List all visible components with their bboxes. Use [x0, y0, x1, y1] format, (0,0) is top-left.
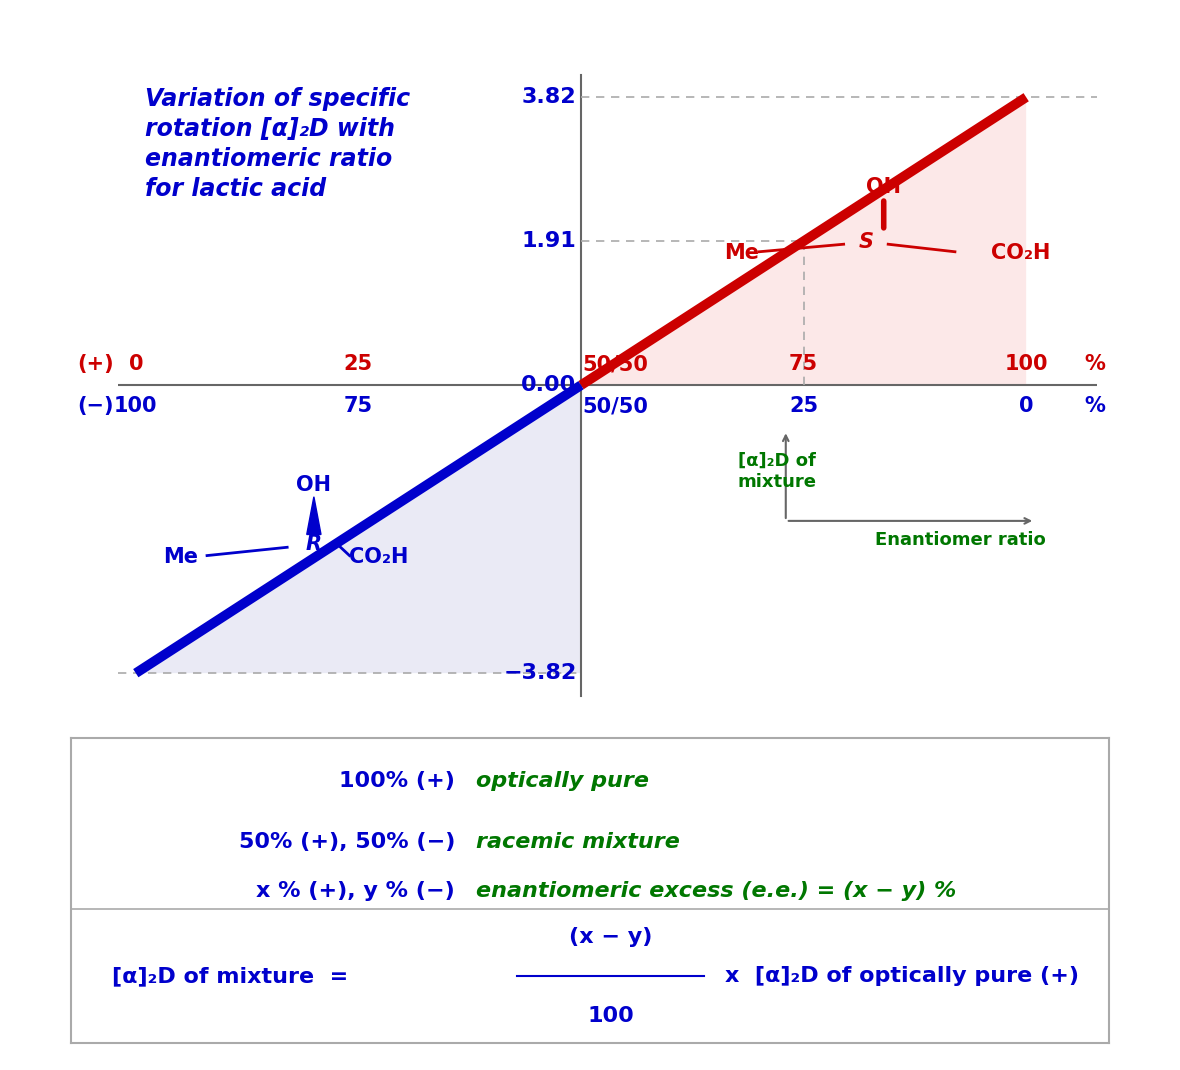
Text: %: %: [1084, 354, 1104, 374]
Text: (−): (−): [77, 396, 113, 416]
Text: 100: 100: [588, 1006, 634, 1026]
Text: 25: 25: [789, 396, 818, 416]
Text: −3.82: −3.82: [504, 663, 577, 683]
Text: Me: Me: [163, 547, 198, 567]
Text: (x − y): (x − y): [569, 927, 653, 947]
Text: 0.00: 0.00: [522, 376, 577, 395]
Text: 75: 75: [343, 396, 373, 416]
Text: 100% (+): 100% (+): [339, 771, 455, 791]
Text: 25: 25: [343, 354, 373, 374]
Text: OH: OH: [296, 474, 332, 494]
Text: 75: 75: [789, 354, 818, 374]
Text: x % (+), y % (−): x % (+), y % (−): [256, 881, 455, 901]
Text: [α]₂D of mixture  =: [α]₂D of mixture =: [112, 966, 348, 987]
Polygon shape: [136, 385, 581, 673]
Text: [α]₂D of
mixture: [α]₂D of mixture: [738, 452, 817, 490]
Text: enantiomeric excess (e.e.) = (x − y) %: enantiomeric excess (e.e.) = (x − y) %: [476, 881, 956, 901]
Text: x  [α]₂D of optically pure (+): x [α]₂D of optically pure (+): [725, 966, 1079, 987]
Text: R: R: [306, 534, 322, 553]
Text: 100: 100: [114, 396, 158, 416]
Text: OH: OH: [866, 177, 902, 197]
Text: Enantiomer ratio: Enantiomer ratio: [874, 531, 1045, 549]
Text: CO₂H: CO₂H: [990, 243, 1050, 263]
Text: 0: 0: [1018, 396, 1034, 416]
Polygon shape: [307, 496, 321, 535]
Text: CO₂H: CO₂H: [349, 547, 408, 567]
Text: optically pure: optically pure: [476, 771, 649, 791]
Text: 50/50: 50/50: [582, 396, 648, 416]
Text: 50/50: 50/50: [582, 354, 648, 374]
Text: 50% (+), 50% (−): 50% (+), 50% (−): [238, 832, 455, 852]
Text: S: S: [858, 232, 873, 251]
Text: Variation of specific
rotation [α]₂D with
enantiomeric ratio
for lactic acid: Variation of specific rotation [α]₂D wit…: [145, 88, 409, 200]
Polygon shape: [581, 97, 1027, 385]
Text: (+): (+): [77, 354, 113, 374]
Text: 3.82: 3.82: [522, 88, 577, 107]
Text: 1.91: 1.91: [522, 231, 577, 251]
Text: racemic mixture: racemic mixture: [476, 832, 680, 852]
Text: 0: 0: [129, 354, 143, 374]
Text: 100: 100: [1004, 354, 1048, 374]
Text: %: %: [1084, 396, 1104, 416]
Text: Me: Me: [725, 243, 759, 263]
